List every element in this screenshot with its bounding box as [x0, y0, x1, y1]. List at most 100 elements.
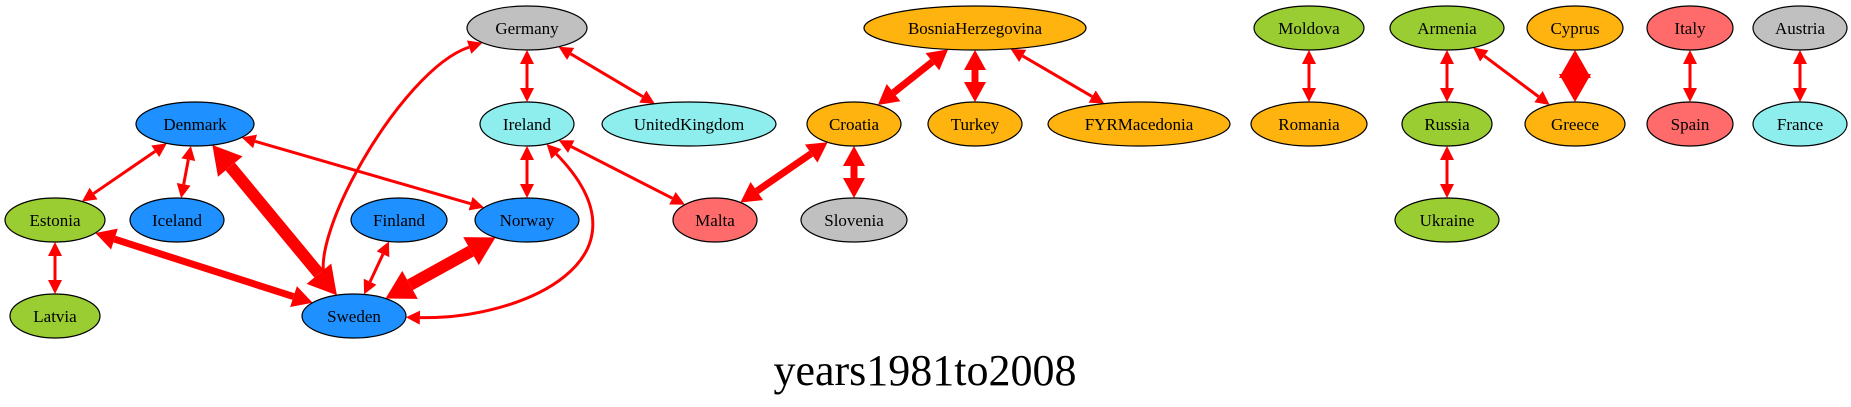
node-slovenia: Slovenia	[800, 197, 908, 243]
node-ellipse	[1646, 5, 1734, 51]
node-germany: Germany	[466, 5, 588, 51]
edge-arrowhead	[466, 40, 483, 54]
edge-line	[570, 145, 674, 200]
edge-denmark-estonia	[82, 143, 167, 202]
edge-norway-sweden	[385, 237, 496, 299]
edge-line	[92, 150, 157, 195]
node-ellipse	[1253, 5, 1365, 51]
edge-arrowhead	[1302, 50, 1316, 64]
node-label: Norway	[500, 211, 555, 230]
node-norway: Norway	[474, 197, 580, 243]
edge-arrowhead	[558, 46, 575, 60]
node-ellipse	[350, 197, 448, 243]
edge-line	[1483, 54, 1540, 98]
edge-arrowhead	[1683, 88, 1697, 102]
edge-arrowhead	[48, 280, 62, 294]
nodes-layer: Germany Ireland UnitedKingdom Denmark Estoni…	[4, 5, 1848, 339]
node-france: France	[1752, 101, 1848, 147]
edge-arrowhead	[95, 228, 118, 250]
node-label: Estonia	[30, 211, 81, 230]
node-fyrmacedonia: FYRMacedonia	[1047, 101, 1231, 147]
edge-arrowhead	[804, 142, 828, 163]
node-ellipse	[9, 293, 101, 339]
edges-layer	[48, 40, 1807, 325]
node-label: FYRMacedonia	[1085, 115, 1194, 134]
node-spain: Spain	[1646, 101, 1734, 147]
edge-russia-ukraine	[1440, 146, 1454, 198]
node-label: Germany	[495, 19, 559, 38]
edge-croatia-slovenia	[843, 146, 865, 198]
node-sweden: Sweden	[301, 293, 407, 339]
edge-line	[419, 152, 595, 320]
edge-arrowhead	[385, 270, 418, 299]
node-label: Croatia	[829, 115, 879, 134]
node-ellipse	[479, 101, 575, 147]
edge-arrowhead	[306, 263, 337, 296]
node-label: Italy	[1674, 19, 1706, 38]
edge-arrowhead	[212, 145, 243, 177]
edge-arrowhead	[558, 140, 575, 153]
edge-arrowhead	[151, 143, 167, 158]
edge-arrowhead	[1440, 88, 1454, 102]
edge-arrowhead	[468, 196, 485, 211]
edge-arrowhead	[669, 192, 685, 205]
node-cyprus: Cyprus	[1526, 5, 1624, 51]
node-ellipse	[806, 101, 902, 147]
node-ellipse	[1389, 5, 1505, 51]
edge-arrowhead	[1559, 50, 1591, 78]
edge-bosniaherzegovina-fyrmacedonia	[1010, 48, 1105, 104]
edge-arrowhead	[290, 286, 313, 308]
node-label: France	[1777, 115, 1823, 134]
node-ellipse	[1250, 101, 1368, 147]
edge-moldova-romania	[1302, 50, 1316, 102]
edge-arrowhead	[1559, 74, 1591, 102]
node-label: Armenia	[1417, 19, 1477, 38]
node-ellipse	[4, 197, 106, 243]
node-ellipse	[1752, 5, 1848, 51]
edge-italy-spain	[1683, 50, 1697, 102]
edge-line	[321, 45, 470, 286]
edge-bosniaherzegovina-turkey	[964, 50, 986, 102]
node-ellipse	[1047, 101, 1231, 147]
node-croatia: Croatia	[806, 101, 902, 147]
node-label: Spain	[1671, 115, 1710, 134]
node-austria: Austria	[1752, 5, 1848, 51]
edge-arrowhead	[241, 134, 258, 149]
edge-line	[407, 245, 474, 291]
node-ellipse	[1394, 197, 1500, 243]
node-ellipse	[466, 5, 588, 51]
edge-bosniaherzegovina-croatia	[877, 49, 949, 106]
node-ellipse	[1524, 101, 1626, 147]
edge-arrowhead	[1010, 48, 1027, 62]
node-unitedkingdom: UnitedKingdom	[601, 101, 777, 147]
edge-line	[254, 139, 472, 206]
node-label: Finland	[373, 211, 425, 230]
edge-line	[113, 235, 295, 300]
edge-arrowhead	[1440, 50, 1454, 64]
node-label: Russia	[1424, 115, 1470, 134]
edge-line	[225, 162, 324, 278]
node-turkey: Turkey	[927, 101, 1023, 147]
node-romania: Romania	[1250, 101, 1368, 147]
node-ellipse	[301, 293, 407, 339]
edge-line	[569, 52, 644, 98]
edge-germany-unitedkingdom	[558, 46, 655, 104]
node-label: Greece	[1551, 115, 1599, 134]
edge-arrowhead	[1534, 91, 1550, 106]
node-malta: Malta	[672, 197, 758, 243]
edge-arrowhead	[520, 146, 534, 160]
edge-denmark-sweden	[212, 145, 337, 296]
node-ukraine: Ukraine	[1394, 197, 1500, 243]
edge-line	[754, 150, 814, 194]
edge-austria-france	[1793, 50, 1807, 102]
edge-arrowhead	[964, 50, 986, 70]
node-ellipse	[1526, 5, 1624, 51]
edge-arrowhead	[877, 84, 901, 106]
node-italy: Italy	[1646, 5, 1734, 51]
node-bosniaherzegovina: BosniaHerzegovina	[863, 5, 1087, 51]
edge-arrowhead	[925, 49, 949, 71]
edge-arrowhead	[520, 184, 534, 198]
edge-line	[182, 159, 190, 185]
edge-estonia-sweden	[95, 228, 313, 308]
edge-arrowhead	[1440, 146, 1454, 160]
